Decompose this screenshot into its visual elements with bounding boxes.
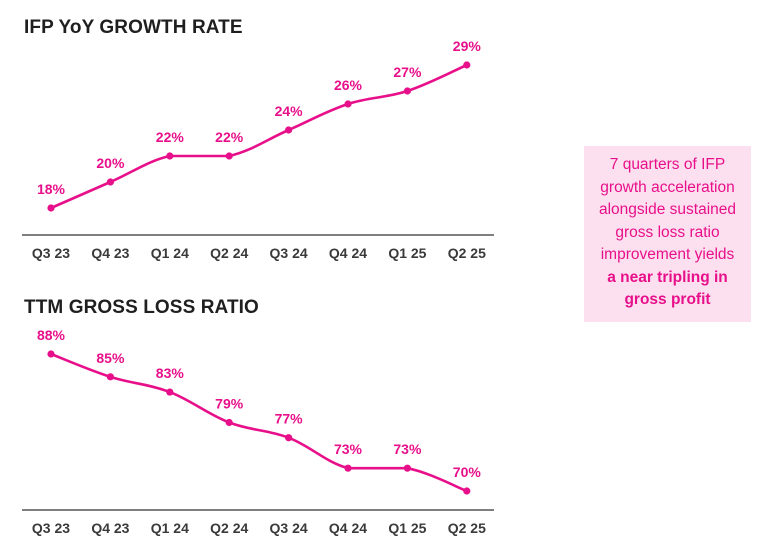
x-tick-label: Q3 24 bbox=[270, 520, 308, 536]
data-label: 85% bbox=[96, 350, 125, 366]
x-tick-label: Q4 23 bbox=[91, 245, 129, 261]
data-label: 26% bbox=[334, 77, 363, 93]
data-point bbox=[344, 464, 352, 472]
x-tick-label: Q2 25 bbox=[448, 245, 486, 261]
x-tick-label: Q2 24 bbox=[210, 245, 248, 261]
data-point bbox=[47, 350, 55, 358]
series-line bbox=[49, 352, 469, 493]
callout-box: 7 quarters of IFP growth acceleration al… bbox=[584, 146, 751, 322]
callout-line: gross loss ratio bbox=[615, 223, 720, 241]
data-point bbox=[285, 434, 293, 442]
data-label: 22% bbox=[156, 129, 185, 145]
x-tick-label: Q1 24 bbox=[151, 520, 189, 536]
data-label: 20% bbox=[96, 155, 125, 171]
x-tick-label: Q3 23 bbox=[32, 245, 70, 261]
loss-chart-title: TTM GROSS LOSS RATIO bbox=[24, 297, 259, 318]
callout-line: growth acceleration bbox=[600, 178, 735, 196]
data-point bbox=[106, 373, 114, 381]
callout-line: 7 quarters of IFP bbox=[609, 156, 726, 173]
data-point bbox=[403, 87, 411, 95]
data-point bbox=[225, 152, 233, 160]
x-tick-label: Q2 25 bbox=[448, 520, 486, 536]
data-point bbox=[344, 100, 352, 108]
data-label: 18% bbox=[37, 181, 66, 197]
callout-line: improvement yields bbox=[600, 246, 735, 263]
growth-chart-title: IFP YoY GROWTH RATE bbox=[24, 17, 243, 38]
x-tick-label: Q3 23 bbox=[32, 520, 70, 536]
data-point bbox=[166, 152, 174, 160]
data-point bbox=[285, 126, 293, 134]
data-point bbox=[47, 204, 55, 212]
series-line bbox=[49, 63, 469, 210]
data-label: 24% bbox=[275, 103, 304, 119]
data-label: 22% bbox=[215, 129, 244, 145]
callout-line: alongside sustained bbox=[598, 201, 737, 218]
x-tick-label: Q4 24 bbox=[329, 245, 367, 261]
data-label: 79% bbox=[215, 396, 244, 412]
x-tick-label: Q1 25 bbox=[388, 520, 426, 536]
data-point bbox=[463, 487, 471, 495]
data-label: 27% bbox=[393, 64, 422, 80]
x-tick-label: Q2 24 bbox=[210, 520, 248, 536]
data-label: 73% bbox=[393, 441, 422, 457]
data-label: 83% bbox=[156, 365, 185, 381]
data-point bbox=[403, 464, 411, 472]
data-point bbox=[463, 61, 471, 69]
data-point bbox=[166, 388, 174, 396]
callout-bold-line: gross profit bbox=[624, 291, 711, 308]
x-tick-label: Q1 24 bbox=[151, 245, 189, 261]
data-label: 88% bbox=[37, 327, 66, 343]
data-point bbox=[225, 418, 233, 427]
x-tick-label: Q4 23 bbox=[91, 520, 129, 536]
data-label: 77% bbox=[275, 411, 304, 427]
x-tick-label: Q3 24 bbox=[270, 245, 308, 261]
data-label: 73% bbox=[334, 441, 363, 457]
callout-bold-line: a near tripling in bbox=[607, 268, 728, 286]
data-label: 70% bbox=[453, 464, 482, 480]
x-tick-label: Q4 24 bbox=[329, 520, 367, 536]
data-point bbox=[106, 178, 114, 186]
data-label: 29% bbox=[453, 38, 482, 54]
x-tick-label: Q1 25 bbox=[388, 245, 426, 261]
